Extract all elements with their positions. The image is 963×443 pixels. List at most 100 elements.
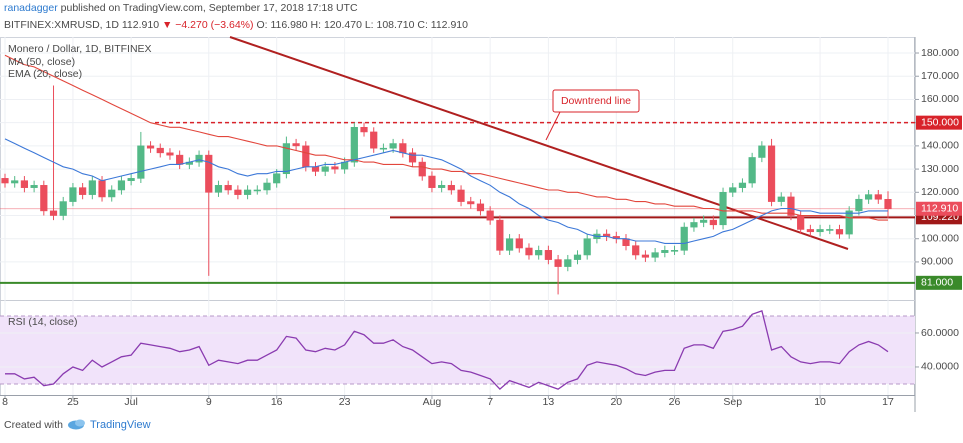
symbol: BITFINEX:XMRUSD, 1D	[4, 19, 119, 31]
candle-body	[515, 238, 523, 249]
y-tick-label: 130.000	[921, 163, 959, 175]
candle-body	[690, 222, 698, 228]
change: ▼ −4.270 (−3.64%)	[162, 19, 254, 31]
candle-body	[797, 215, 805, 230]
rsi-legend: RSI (14, close)	[8, 316, 77, 328]
candle-body	[826, 229, 834, 231]
candle-body	[49, 210, 58, 216]
overlays	[4, 54, 888, 244]
candle-body	[1, 178, 9, 184]
header-line: ranadagger published on TradingView.com,…	[4, 2, 358, 14]
candle-body	[457, 189, 465, 202]
candle-body	[729, 187, 737, 193]
candle-body	[146, 145, 155, 149]
level-tag	[916, 275, 962, 290]
candle-body	[535, 250, 543, 256]
candle-body	[709, 219, 717, 226]
candle-body	[30, 185, 38, 188]
candle-body	[787, 196, 795, 216]
y-tick-label: 140.000	[921, 140, 959, 152]
candle-body	[379, 147, 388, 150]
x-tick-label: 8	[2, 396, 8, 408]
footer-brand[interactable]: TradingView	[90, 419, 151, 431]
rsi-line	[5, 310, 889, 391]
candle-body	[224, 185, 232, 191]
candle-body	[311, 166, 320, 172]
x-tick-label: 9	[206, 396, 212, 408]
candle-body	[816, 229, 824, 233]
y-tick-label: 100.000	[921, 232, 959, 244]
author[interactable]: ranadagger	[4, 2, 58, 14]
rsi-pane	[0, 310, 915, 391]
candle-body	[505, 238, 514, 251]
overlay-line	[4, 138, 888, 244]
x-tick-label: 7	[487, 396, 493, 408]
x-tick-label: Sep	[723, 396, 742, 408]
last-price-tag	[916, 201, 962, 216]
legend-entry: MA (50, close)	[8, 56, 75, 68]
last-price: 112.910	[122, 19, 159, 31]
symbol-line: BITFINEX:XMRUSD, 1D 112.910 ▼ −4.270 (−3…	[4, 19, 468, 31]
ohlc: O: 116.980 H: 120.470 L: 108.710 C: 112.…	[256, 19, 468, 31]
candle-body	[632, 245, 640, 256]
candle-body	[370, 131, 378, 149]
candle-body	[874, 194, 882, 200]
candle-body	[176, 154, 184, 165]
candle-body	[835, 229, 844, 235]
candle-body	[11, 180, 19, 184]
candle-body	[350, 126, 358, 163]
candle-body	[302, 145, 310, 168]
rsi-band	[0, 315, 915, 384]
candle-body	[884, 199, 892, 210]
candle-body	[205, 154, 213, 193]
y-tick-label: 40.0000	[921, 361, 959, 373]
y-tick-label: 120.000	[921, 186, 959, 198]
candle-body	[855, 198, 863, 212]
candle-body	[486, 210, 494, 221]
candle-body	[59, 201, 67, 216]
candle-body	[282, 143, 290, 175]
candle-body	[108, 189, 116, 198]
y-tick-label: 180.000	[921, 47, 959, 59]
candle-body	[234, 189, 242, 195]
candle-body	[447, 185, 455, 191]
candle-body	[564, 259, 572, 267]
candle-body	[156, 147, 164, 154]
candle-body	[88, 180, 96, 195]
candle-body	[670, 250, 679, 252]
candle-body	[292, 143, 300, 147]
candle-body	[418, 161, 426, 177]
axes: 90.000100.000110.000120.000130.000140.00…	[2, 47, 962, 408]
candle-body	[748, 157, 756, 184]
x-tick-label: 20	[610, 396, 622, 408]
candle-body	[438, 185, 446, 188]
candle-body	[69, 187, 77, 202]
candle-body	[651, 252, 659, 258]
x-tick-label: 16	[271, 396, 283, 408]
candle-body	[719, 191, 727, 226]
callout-text: Downtrend line	[561, 95, 631, 107]
candle-body	[476, 203, 485, 212]
level-label: 81.000	[921, 277, 953, 289]
candle-body	[79, 187, 87, 195]
downtrend-line	[229, 36, 849, 250]
candle-body	[554, 259, 562, 267]
candle-body	[544, 250, 552, 260]
x-tick-label: 10	[814, 396, 826, 408]
candle-body	[428, 175, 436, 188]
candle-body	[20, 180, 29, 188]
x-tick-label: 23	[339, 396, 351, 408]
candle-body	[641, 254, 650, 258]
candle-body	[360, 126, 368, 133]
candles	[1, 85, 892, 295]
candle-body	[845, 210, 853, 235]
logo	[68, 419, 85, 430]
candle-body	[137, 145, 145, 179]
candle-body	[127, 178, 135, 181]
published: published on TradingView.com, September …	[61, 2, 358, 14]
candle-body	[195, 154, 203, 163]
legend-title: Monero / Dollar, 1D, BITFINEX	[8, 43, 152, 55]
candle-body	[321, 166, 329, 172]
candle-body	[399, 143, 407, 154]
